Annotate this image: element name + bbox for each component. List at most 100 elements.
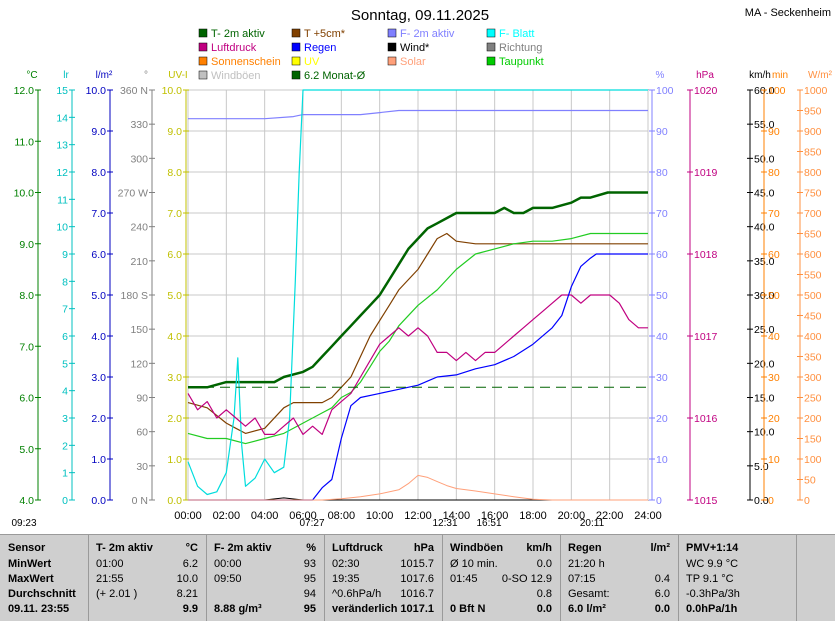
- summary-column: Regen l/m² 21:20 h 07:15 0.4 Gesamt: 6.0 6.0 l/…: [560, 535, 679, 621]
- summary-cell-value: 1017.6: [400, 573, 434, 585]
- axis-tick-label: 8.0: [19, 290, 34, 302]
- series-line: [187, 232, 648, 445]
- summary-cell-label: 07:15: [568, 573, 596, 585]
- summary-column: Windböen km/h Ø 10 min. 0.0 01:45 0-SO 12.9 0.…: [442, 535, 561, 621]
- summary-cell-label: ^0.6hPa/h: [332, 588, 382, 600]
- axis-tick-label: 0.0: [91, 495, 106, 507]
- summary-header-label: Luftdruck: [332, 542, 383, 554]
- summary-header: Regen l/m²: [560, 541, 678, 555]
- axis-unit-label: lr: [63, 70, 69, 81]
- axis-tick-label: 1000: [804, 85, 828, 97]
- summary-cell-value: 0.8: [536, 588, 552, 600]
- axis-tick-label: 14: [56, 112, 68, 124]
- summary-cell-label: 01:45: [450, 573, 478, 585]
- summary-row: -0.3hPa/3h: [678, 587, 796, 601]
- legend-swatch: [387, 28, 397, 38]
- summary-header-label: F- 2m aktiv: [214, 542, 272, 554]
- axis-tick-label: 1020: [694, 85, 718, 97]
- axis-tick-label: 0: [656, 495, 662, 507]
- summary-header-unit: km/h: [526, 542, 552, 554]
- summary-cell-value: 93: [303, 558, 316, 570]
- summary-row: 01:45 0-SO 12.9: [442, 572, 560, 586]
- summary-header-label: Windböen: [450, 542, 504, 554]
- axis-tick-label: 1.0: [91, 454, 106, 466]
- legend-swatch: [198, 56, 208, 66]
- summary-row: 94: [206, 587, 324, 601]
- summary-header: T- 2m aktiv °C: [88, 541, 206, 555]
- axis-unit-label: UV-I: [168, 70, 187, 81]
- summary-row: 19:35 1017.6: [324, 572, 442, 586]
- sun-time-label: 16:51: [476, 518, 501, 529]
- legend-label: Windböen: [211, 70, 261, 82]
- summary-row: Gesamt: 6.0: [560, 587, 678, 601]
- axis-tick-label: 2.0: [91, 413, 106, 425]
- summary-header-label: PMV+1:14: [686, 542, 739, 554]
- legend-swatch: [198, 28, 208, 38]
- legend-label: F- 2m aktiv: [400, 28, 455, 40]
- weather-chart: Sonntag, 09.11.2025 MA - Seckenheim T- 2…: [11, 7, 832, 529]
- axis-tick-label: 90: [656, 126, 668, 138]
- summary-cell-label: 01:00: [96, 558, 124, 570]
- axis-tick-label: 150: [130, 324, 148, 336]
- axis-tick-label: 40: [656, 331, 668, 343]
- axis-tick-label: 650: [804, 229, 822, 241]
- sun-time-label: 09:23: [11, 518, 36, 529]
- legend-label: 6.2 Monat-Ø: [304, 70, 366, 82]
- axis-tick-label: 60: [136, 427, 148, 439]
- legend-label: Wind*: [400, 42, 430, 54]
- axis-tick-label: 120: [130, 358, 148, 370]
- summary-cell-label: -0.3hPa/3h: [686, 588, 740, 600]
- summary-header: Luftdruck hPa: [324, 541, 442, 555]
- summary-row: 09:50 95: [206, 572, 324, 586]
- axis-tick-label: 30: [656, 372, 668, 384]
- legend-label: Richtung: [499, 42, 542, 54]
- axis-tick-label: 8: [62, 276, 68, 288]
- summary-cell-label: 6.0 l/m²: [568, 603, 606, 615]
- axis-tick-label: 100: [804, 454, 822, 466]
- axis-unit-label: %: [656, 70, 665, 81]
- axis-tick-label: 80: [768, 167, 780, 179]
- summary-cell-label: 19:35: [332, 573, 360, 585]
- axis-tick-label: 10.0: [162, 85, 183, 97]
- axis-tick-label: 0.0: [754, 495, 769, 507]
- axis-tick-label: 0: [768, 495, 774, 507]
- summary-cell-value: 95: [303, 603, 316, 615]
- axis-unit-label: l/m²: [96, 70, 113, 81]
- axis-tick-label: 0.0: [167, 495, 182, 507]
- axis-tick-label: 7.0: [91, 208, 106, 220]
- x-tick-label: 12:00: [404, 510, 432, 522]
- axis-tick-label: 3.0: [167, 372, 182, 384]
- axis-tick-label: 5.0: [754, 461, 769, 473]
- axis-tick-label: 4: [62, 386, 68, 398]
- summary-cell-label: (+ 2.01 ): [96, 588, 138, 600]
- summary-row: 09.11. 23:55: [0, 602, 88, 616]
- plot-area: 00:00 02:00 04:00 06:00 08:00 10:00 12:00 14:00…: [11, 70, 832, 529]
- axis-tick-label: 15: [56, 85, 68, 97]
- axis-tick-label: 10: [656, 454, 668, 466]
- axis-tick-label: 7: [62, 304, 68, 316]
- summary-column: Sensor MinWert MaxWert Durchschnitt 09.11. 2…: [0, 535, 89, 621]
- summary-cell-value: 95: [303, 573, 316, 585]
- axis-tick-label: 4.0: [167, 331, 182, 343]
- axis-tick-label: 0: [62, 495, 68, 507]
- x-tick-label: 08:00: [328, 510, 356, 522]
- legend-swatch: [486, 56, 496, 66]
- summary-row-label: 09.11. 23:55: [8, 603, 70, 615]
- axis-tick-label: 70: [656, 208, 668, 220]
- summary-cell-value: 0-SO 12.9: [501, 573, 552, 585]
- summary-row: 02:30 1015.7: [324, 557, 442, 571]
- axis-tick-label: 6.0: [91, 249, 106, 261]
- axis-tick-label: 1.0: [167, 454, 182, 466]
- axis-tick-label: 1: [62, 468, 68, 480]
- axis-unit-label: min: [772, 70, 788, 81]
- axis-tick-label: 12: [56, 167, 68, 179]
- axis-tick-label: 90: [768, 126, 780, 138]
- summary-header: PMV+1:14: [678, 541, 796, 555]
- axis-tick-label: 3: [62, 413, 68, 425]
- summary-header-label: T- 2m aktiv: [96, 542, 153, 554]
- summary-cell-label: 0.0hPa/1h: [686, 603, 738, 615]
- axis-tick-label: 30: [768, 372, 780, 384]
- summary-header-unit: hPa: [413, 542, 434, 554]
- summary-row: 6.0 l/m² 0.0: [560, 602, 678, 616]
- summary-row: WC 9.9 °C: [678, 557, 796, 571]
